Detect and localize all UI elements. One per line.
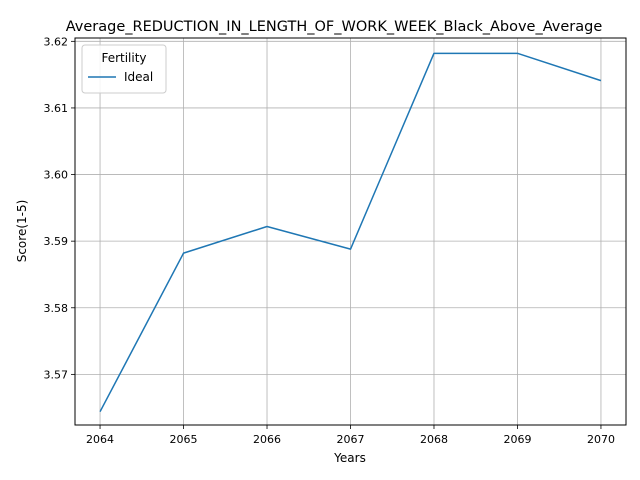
y-axis-label: Score(1-5)	[15, 200, 29, 263]
series-line-ideal	[99, 52, 602, 413]
y-tick-label: 3.58	[44, 302, 69, 315]
x-tick-label: 2069	[503, 433, 531, 446]
x-axis-label: Years	[333, 451, 366, 465]
legend: Fertility Ideal	[81, 44, 167, 94]
x-axis: 2064 2065 2066 2067 2068 2069 2070	[86, 425, 615, 446]
y-tick-label: 3.61	[44, 102, 69, 115]
x-tick-label: 2070	[587, 433, 615, 446]
y-tick-label: 3.59	[44, 235, 69, 248]
legend-title: Fertility	[101, 51, 146, 65]
chart-title: Average_REDUCTION_IN_LENGTH_OF_WORK_WEEK…	[66, 19, 603, 35]
x-tick-label: 2066	[253, 433, 281, 446]
x-tick-label: 2065	[170, 433, 198, 446]
y-tick-label: 3.60	[44, 169, 69, 182]
x-tick-label: 2064	[86, 433, 114, 446]
grid-lines	[75, 38, 626, 425]
y-tick-label: 3.57	[44, 368, 69, 381]
series-layer	[99, 52, 602, 413]
legend-entry-label: Ideal	[124, 70, 153, 84]
x-tick-label: 2068	[420, 433, 448, 446]
legend-box	[81, 44, 167, 94]
x-tick-label: 2067	[337, 433, 365, 446]
y-tick-label: 3.62	[44, 35, 69, 48]
y-axis: 3.57 3.58 3.59 3.60 3.61 3.62	[44, 35, 75, 381]
